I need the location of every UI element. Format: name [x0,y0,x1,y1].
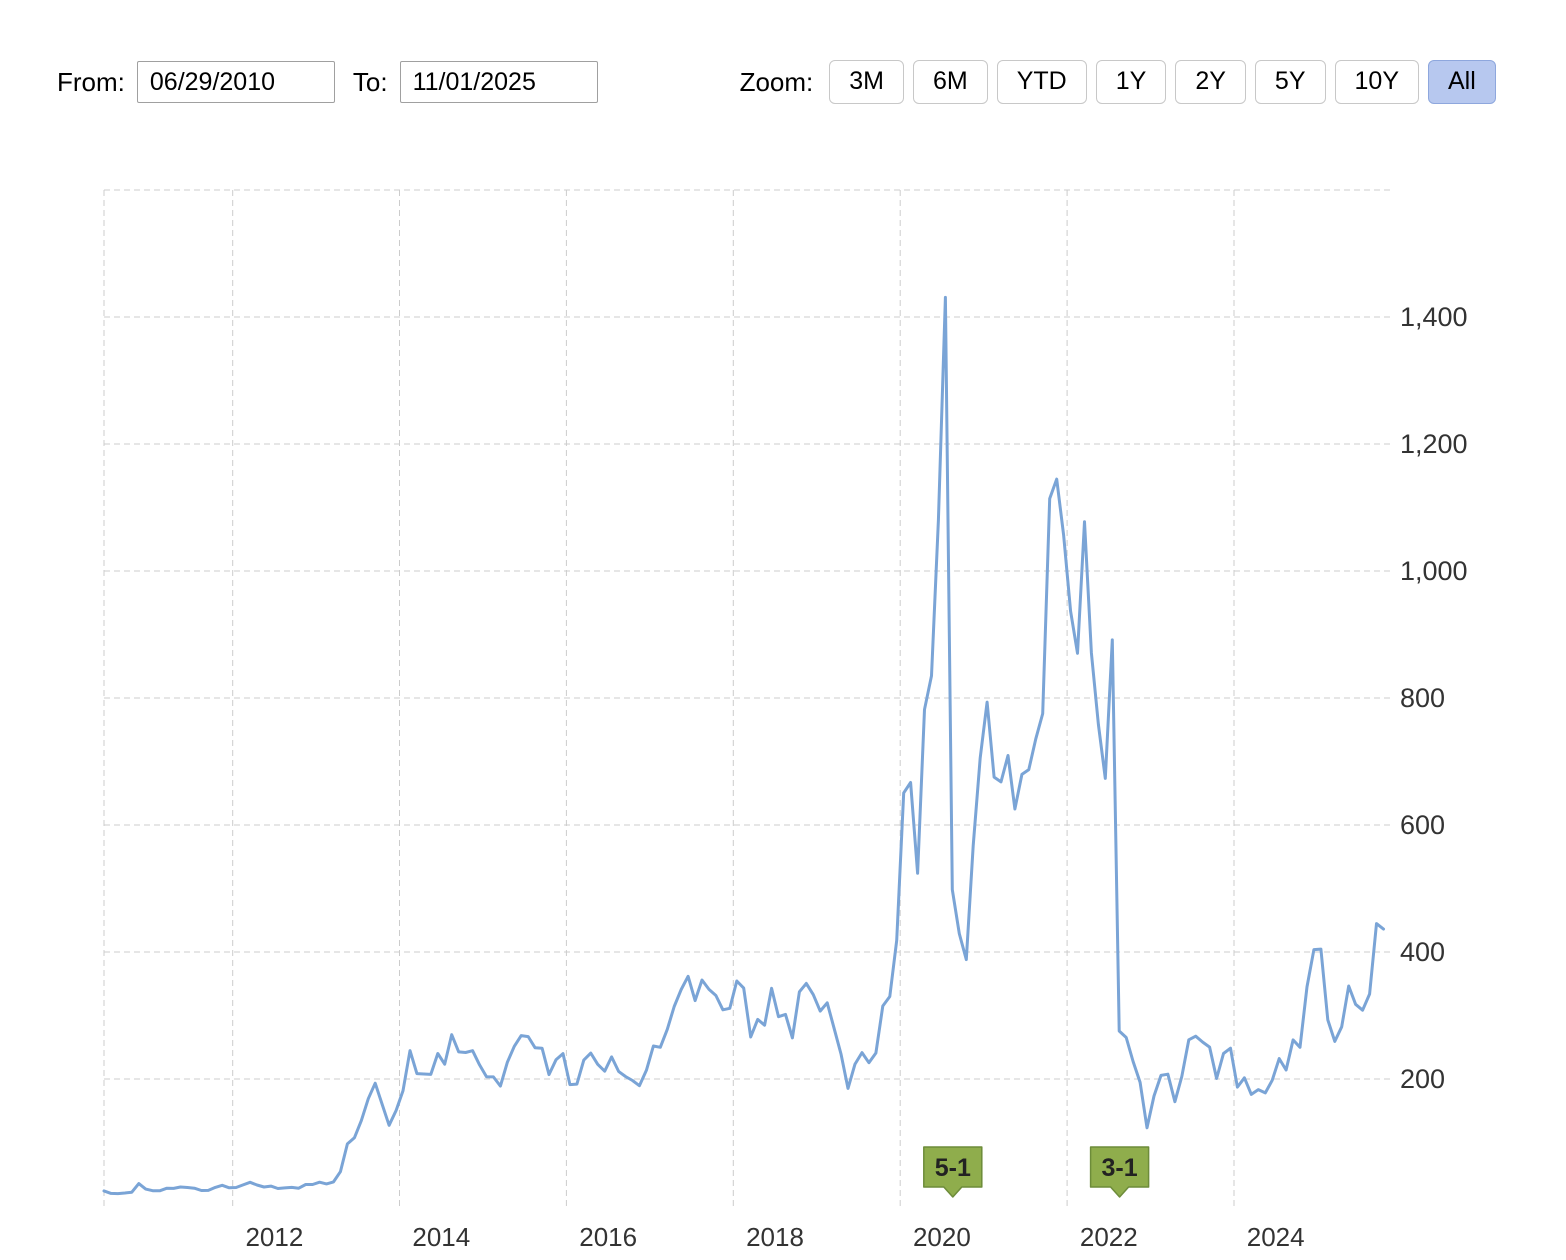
from-label: From: [57,66,125,97]
zoom-button-ytd[interactable]: YTD [996,60,1087,104]
stock-split-flag-marker [923,1146,983,1198]
zoom-button-6m[interactable]: 6M [913,60,988,104]
zoom-label: Zoom: [739,66,814,97]
zoom-button-3m[interactable]: 3M [829,60,904,104]
to-date-input[interactable] [399,61,598,103]
from-date-input[interactable] [136,61,335,103]
y-axis-label: 1,400 [1400,302,1468,332]
y-axis-label: 400 [1400,937,1445,967]
x-axis-label: 2018 [746,1222,804,1252]
y-axis-label: 1,000 [1400,556,1468,586]
price-line-series [102,295,1385,1196]
x-axis-label: 2020 [913,1222,971,1252]
zoom-button-10y[interactable]: 10Y [1334,60,1419,104]
x-axis-label: 2016 [579,1222,637,1252]
stock-split-flag-label: 5-1 [935,1154,971,1182]
y-axis-label: 800 [1400,683,1445,713]
stock-split-flag-label: 3-1 [1102,1154,1138,1182]
y-axis-label: 600 [1400,810,1445,840]
zoom-button-all[interactable]: All [1428,60,1496,104]
zoom-button-group: 3M 6M YTD 1Y 2Y 5Y 10Y All [829,60,1496,104]
stock-split-flag-marker [1089,1146,1150,1198]
y-axis-label: 1,200 [1400,429,1468,459]
zoom-button-1y[interactable]: 1Y [1095,60,1167,104]
x-axis-label: 2022 [1080,1222,1138,1252]
zoom-button-5y[interactable]: 5Y [1254,60,1326,104]
x-axis-label: 2024 [1247,1222,1305,1252]
to-label: To: [352,66,388,97]
x-axis-label: 2014 [412,1222,470,1252]
y-axis-label: 200 [1400,1064,1445,1094]
range-selector-toolbar: From: To: Zoom: 3M 6M YTD 1Y 2Y 5Y 10Y A… [57,58,1566,106]
zoom-button-2y[interactable]: 2Y [1175,60,1246,104]
x-axis-label: 2012 [245,1222,303,1252]
